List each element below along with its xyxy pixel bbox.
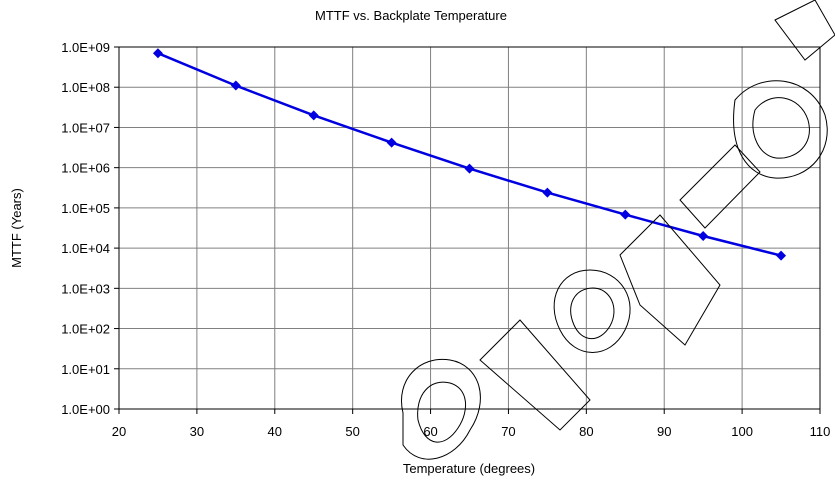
y-tick-label: 1.0E+09 — [61, 40, 110, 55]
data-point-marker — [698, 231, 709, 242]
data-point-marker — [776, 250, 787, 261]
x-tick-label: 100 — [731, 424, 753, 439]
x-tick-label: 70 — [501, 424, 515, 439]
x-tick-label: 90 — [657, 424, 671, 439]
x-tick-label: 20 — [112, 424, 126, 439]
series-line — [157, 52, 782, 257]
y-tick-label: 1.0E+02 — [61, 322, 110, 337]
data-point-marker — [464, 163, 475, 174]
x-tick-label: 80 — [579, 424, 593, 439]
y-tick-label: 1.0E+01 — [61, 362, 110, 377]
y-tick-label: 1.0E+06 — [61, 161, 110, 176]
y-tick-label: 1.0E+07 — [61, 120, 110, 135]
data-point-marker — [308, 110, 319, 121]
x-tick-label: 30 — [190, 424, 204, 439]
data-point-marker — [542, 187, 553, 198]
plot-area-frame — [118, 46, 821, 410]
y-axis-label: MTTF (Years) — [9, 188, 24, 268]
y-axis-ticks: 1.0E+00 1.0E+01 1.0E+02 1.0E+03 1.0E+04 1.0E+… — [61, 40, 119, 417]
x-tick-label: 110 — [810, 424, 831, 439]
y-tick-label: 1.0E+03 — [61, 281, 110, 296]
x-tick-label: 60 — [423, 424, 437, 439]
chart-title: MTTF vs. Backplate Temperature — [315, 8, 507, 23]
data-point-marker — [152, 48, 163, 59]
data-point-marker — [230, 80, 241, 91]
data-point-marker — [620, 209, 631, 220]
x-axis-ticks: 20 30 40 50 60 70 80 90 100 110 — [112, 409, 831, 439]
watermark-outline-letters — [401, 0, 835, 460]
y-tick-label: 1.0E+05 — [61, 201, 110, 216]
series-layer — [152, 48, 787, 261]
x-axis-label: Temperature (degrees) — [403, 461, 535, 476]
y-tick-label: 1.0E+04 — [61, 241, 110, 256]
data-point-marker — [386, 137, 397, 148]
x-tick-label: 40 — [268, 424, 282, 439]
grid-lines — [118, 46, 821, 410]
x-tick-label: 50 — [345, 424, 359, 439]
y-tick-label: 1.0E+00 — [61, 402, 110, 417]
y-tick-label: 1.0E+08 — [61, 80, 110, 95]
